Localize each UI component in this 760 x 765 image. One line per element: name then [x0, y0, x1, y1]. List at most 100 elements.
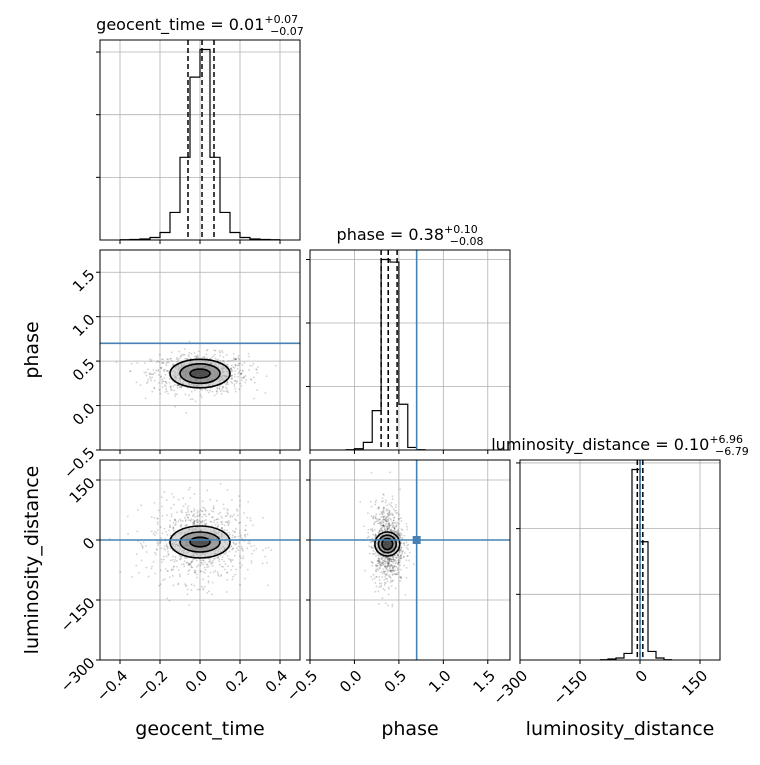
- scatter-point: [391, 573, 394, 576]
- scatter-point: [196, 514, 199, 517]
- scatter-point: [391, 513, 393, 516]
- scatter-point: [198, 515, 200, 518]
- scatter-point: [392, 566, 395, 568]
- scatter-point: [192, 521, 194, 524]
- scatter-point: [189, 563, 192, 566]
- scatter-point: [211, 593, 214, 596]
- scatter-point: [180, 557, 183, 559]
- scatter-point: [386, 565, 388, 568]
- scatter-point: [177, 583, 180, 586]
- scatter-point: [389, 529, 392, 531]
- scatter-point: [171, 559, 174, 561]
- scatter-point: [374, 582, 377, 584]
- scatter-point: [379, 521, 382, 524]
- scatter-point: [227, 557, 230, 560]
- scatter-point: [224, 386, 227, 389]
- scatter-point: [144, 397, 147, 400]
- scatter-point: [390, 564, 393, 567]
- scatter-point: [359, 501, 362, 503]
- scatter-point: [218, 560, 221, 563]
- scatter-point: [216, 571, 219, 573]
- scatter-point: [397, 533, 400, 536]
- scatter-point: [172, 568, 175, 571]
- scatter-point: [185, 562, 188, 564]
- frame-layer: [96, 39, 721, 664]
- scatter-point: [377, 559, 380, 562]
- scatter-point: [389, 559, 391, 561]
- scatter-point: [391, 565, 394, 568]
- scatter-point: [230, 378, 233, 380]
- scatter-point: [216, 392, 218, 395]
- scatter-point: [390, 558, 393, 561]
- scatter-point: [371, 561, 374, 564]
- scatter-point: [177, 359, 180, 361]
- scatter-point: [156, 523, 159, 526]
- scatter-point: [399, 564, 401, 566]
- scatter-point: [214, 349, 217, 352]
- scatter-point: [393, 521, 396, 524]
- scatter-point: [225, 363, 228, 366]
- scatter-point: [374, 534, 377, 537]
- scatter-point: [384, 520, 387, 523]
- scatter-point: [378, 575, 381, 578]
- scatter-point: [395, 530, 398, 533]
- scatter-point: [381, 529, 383, 532]
- scatter-point: [163, 384, 166, 387]
- scatter-point: [381, 575, 384, 578]
- scatter-point: [385, 525, 388, 528]
- scatter-point: [381, 597, 384, 599]
- scatter-point: [217, 512, 220, 515]
- scatter-point: [135, 564, 138, 567]
- scatter-point: [405, 576, 408, 579]
- scatter-point: [380, 584, 383, 587]
- scatter-point: [166, 390, 168, 393]
- scatter-point: [389, 557, 392, 560]
- scatter-point: [170, 357, 172, 360]
- scatter-point: [372, 550, 375, 552]
- title-value: 0.10: [674, 435, 710, 454]
- scatter-point: [398, 517, 401, 520]
- scatter-point: [247, 542, 250, 545]
- scatter-point: [384, 518, 387, 521]
- scatter-point: [377, 560, 380, 563]
- scatter-point: [378, 529, 381, 532]
- scatter-point: [224, 390, 227, 393]
- scatter-point: [203, 519, 206, 522]
- scatter-point: [380, 564, 382, 566]
- scatter-point: [188, 340, 191, 343]
- scatter-point: [156, 548, 158, 551]
- scatter-point: [377, 522, 380, 525]
- scatter-point: [169, 385, 172, 388]
- scatter-point: [166, 597, 169, 600]
- scatter-point: [378, 557, 381, 560]
- scatter-point: [165, 545, 168, 547]
- scatter-point: [403, 534, 406, 537]
- scatter-point: [388, 557, 391, 560]
- scatter-point: [192, 523, 194, 525]
- scatter-point: [235, 519, 238, 522]
- scatter-point: [240, 547, 243, 550]
- y-tick-label: 1.0: [69, 310, 99, 340]
- scatter-point: [256, 371, 259, 374]
- scatter-point: [179, 575, 181, 578]
- scatter-point: [201, 520, 204, 523]
- grid-layer: [100, 40, 720, 661]
- scatter-point: [388, 575, 391, 578]
- scatter-point: [188, 568, 191, 571]
- scatter-point: [261, 562, 264, 565]
- scatter-point: [380, 556, 383, 559]
- scatter-point: [382, 493, 385, 496]
- scatter-point: [233, 375, 236, 378]
- scatter-point: [169, 526, 171, 528]
- scatter-point: [148, 373, 151, 376]
- scatter-point: [169, 524, 171, 527]
- scatter-point: [396, 569, 399, 571]
- scatter-point: [217, 556, 219, 559]
- scatter-point: [160, 547, 163, 550]
- scatter-point: [247, 352, 250, 355]
- scatter-point: [165, 370, 168, 372]
- scatter-point: [235, 568, 237, 571]
- scatter-point: [224, 568, 226, 571]
- scatter-point: [227, 523, 230, 526]
- scatter-point: [243, 534, 246, 537]
